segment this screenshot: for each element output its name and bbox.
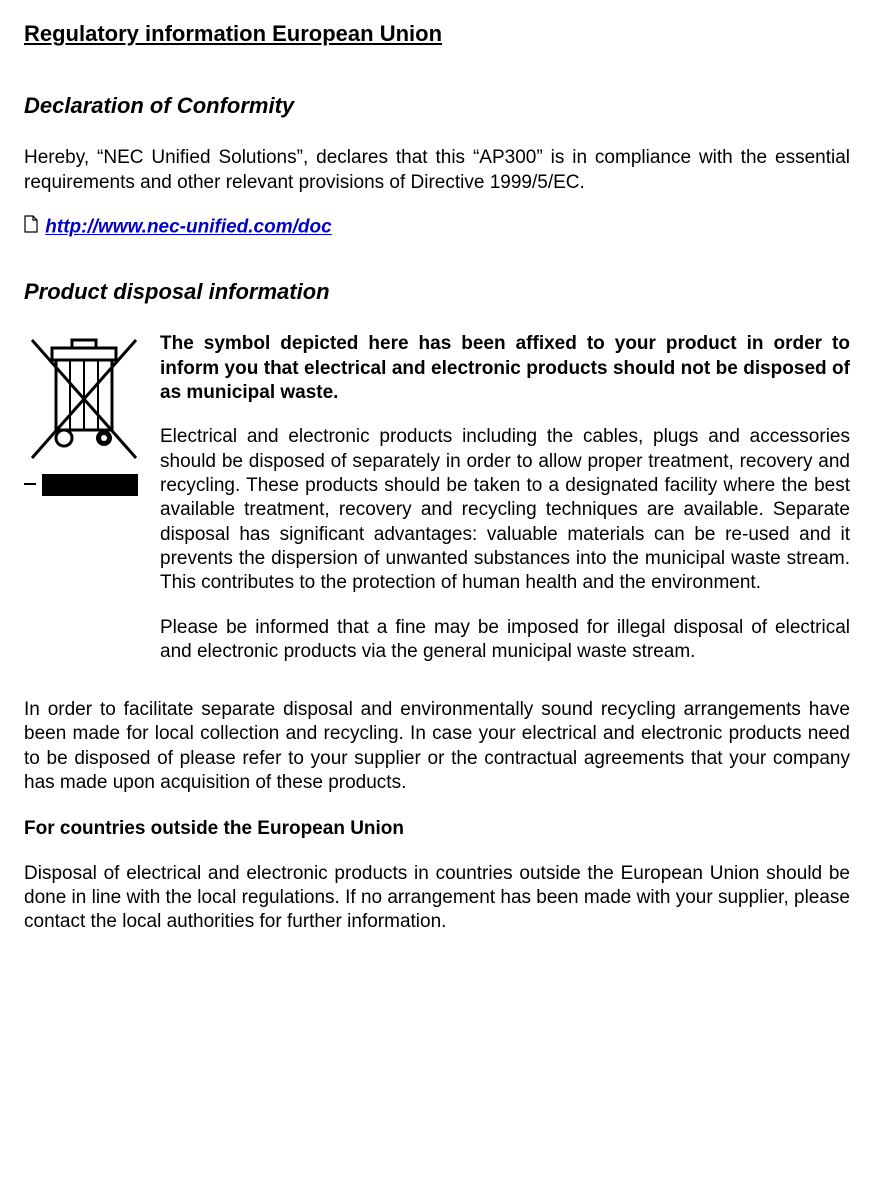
doc-link[interactable]: http://www.nec-unified.com/doc [45,217,331,238]
disposal-para4: In order to facilitate separate disposal… [24,698,850,795]
disposal-intro: The symbol depicted here has been affixe… [160,332,850,405]
weee-bin-icon [24,334,144,526]
disposal-block: The symbol depicted here has been affixe… [24,332,850,684]
page-title: Regulatory information European Union [24,20,850,48]
outside-eu-body: Disposal of electrical and electronic pr… [24,862,850,935]
disposal-para2: Electrical and electronic products inclu… [160,425,850,595]
disposal-heading: Product disposal information [24,278,850,306]
conformity-heading: Declaration of Conformity [24,92,850,120]
outside-eu-heading: For countries outside the European Union [24,817,850,841]
link-line: http://www.nec-unified.com/doc [24,215,850,240]
disposal-text: The symbol depicted here has been affixe… [160,332,850,684]
disposal-para3: Please be informed that a fine may be im… [160,616,850,665]
document-icon [24,215,38,240]
conformity-body: Hereby, “NEC Unified Solutions”, declare… [24,146,850,195]
